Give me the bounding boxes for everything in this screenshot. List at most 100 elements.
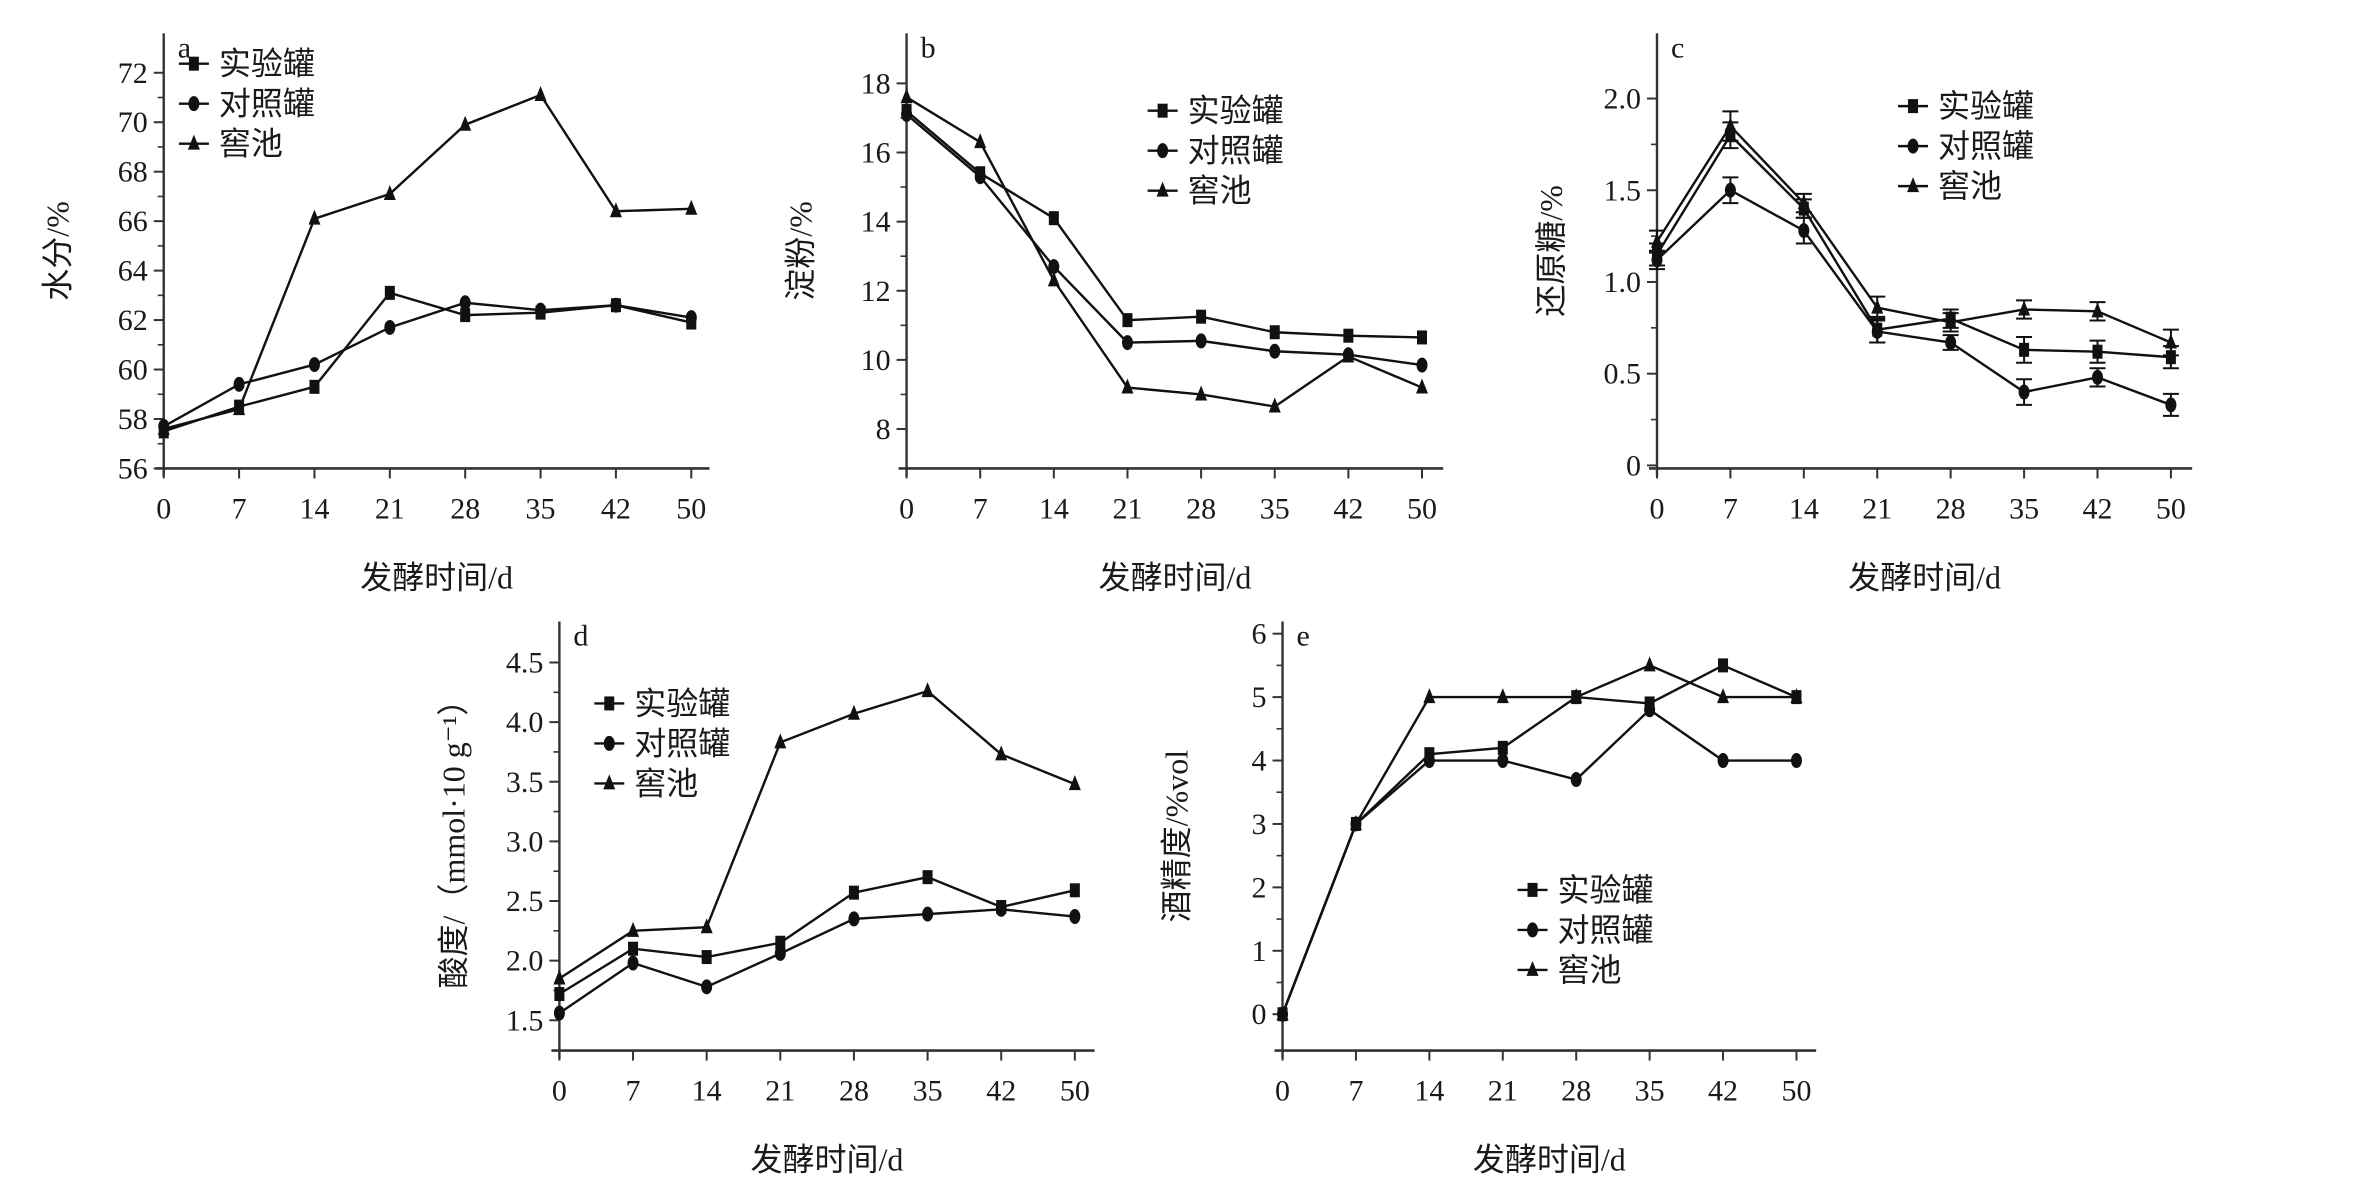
series-2 (1648, 110, 2179, 357)
data-point (1724, 117, 1737, 133)
series-line (163, 301, 692, 428)
data-point (2018, 384, 2030, 400)
data-point (2165, 397, 2177, 413)
data-point (921, 682, 934, 698)
y-tick-label: 62 (118, 304, 148, 337)
data-point (2091, 369, 2103, 385)
y-tick-label: 8 (876, 413, 891, 446)
y-tick-label: 4 (1252, 745, 1267, 778)
series-1 (1277, 702, 1802, 1022)
data-point (701, 950, 712, 965)
y-tick-label: 2.0 (1603, 83, 1641, 116)
x-tick-label: 50 (1781, 1075, 1811, 1108)
legend-label: 窖池 (634, 765, 698, 801)
data-point (1790, 688, 1803, 704)
legend-label: 窖池 (219, 126, 283, 162)
y-axis-title: 水分/% (40, 201, 76, 301)
y-axis-title: 淀粉/% (783, 201, 819, 301)
data-point (1497, 740, 1508, 755)
data-point (901, 106, 913, 122)
x-tick-label: 35 (2009, 492, 2039, 525)
legend-label: 实验罐 (219, 46, 315, 82)
series-line (1655, 124, 2172, 344)
data-point (1570, 688, 1583, 704)
x-tick-label: 50 (2156, 492, 2186, 525)
x-tick-label: 14 (1414, 1075, 1444, 1108)
data-point (460, 308, 471, 323)
legend-marker (1908, 99, 1919, 114)
panel-label: c (1671, 31, 1684, 64)
data-point (627, 921, 640, 937)
x-tick-label: 35 (1260, 492, 1290, 525)
y-tick-label: 3.0 (506, 825, 544, 858)
y-tick-label: 0.5 (1603, 358, 1641, 391)
data-point (847, 704, 860, 720)
data-point (1651, 252, 1663, 268)
data-point (848, 885, 859, 900)
series-1 (553, 901, 1081, 1021)
x-axis-title: 发酵时间/d (1848, 559, 2001, 595)
data-point (1269, 343, 1281, 359)
data-point (922, 906, 934, 922)
legend-marker (1156, 181, 1169, 197)
data-point (1349, 814, 1362, 830)
panel-label: b (921, 31, 936, 64)
data-point (1047, 271, 1060, 287)
x-tick-label: 42 (601, 492, 631, 525)
x-tick-label: 7 (1348, 1075, 1363, 1108)
data-point (848, 911, 860, 927)
y-tick-label: 60 (118, 354, 148, 387)
data-point (1496, 688, 1509, 704)
data-point (609, 202, 622, 218)
x-tick-label: 35 (913, 1075, 943, 1108)
x-tick-label: 0 (899, 492, 914, 525)
legend-marker (1907, 138, 1919, 154)
legend-label: 对照罐 (1188, 133, 1284, 169)
data-point (1069, 909, 1081, 925)
chart-panel-e: 0 7 14 21 28 35 42 50 0 1 2 3 4 5 6 e 发酵时间/d 酒精度/%vol 实验罐对… (1159, 618, 1817, 1178)
y-tick-label: 10 (861, 344, 891, 377)
y-tick-label: 1.0 (1603, 266, 1641, 299)
legend-marker (188, 56, 199, 71)
data-point (1717, 688, 1730, 704)
data-point (1196, 309, 1207, 324)
panel-label: d (573, 620, 588, 653)
series-0 (1277, 658, 1802, 1022)
series-1 (1648, 176, 2179, 417)
x-tick-label: 42 (1333, 492, 1363, 525)
data-point (384, 319, 396, 335)
x-tick-label: 14 (1039, 492, 1069, 525)
x-tick-label: 28 (1561, 1075, 1591, 1108)
y-tick-label: 1 (1252, 935, 1267, 968)
data-point (157, 419, 170, 435)
series-2 (1276, 656, 1803, 1021)
legend-marker (604, 696, 615, 711)
series-line (1655, 133, 2172, 359)
y-tick-label: 58 (118, 403, 148, 436)
legend-marker (1526, 960, 1539, 976)
legend-marker (1527, 922, 1539, 938)
legend-marker (188, 96, 200, 112)
data-point (1945, 335, 1957, 351)
data-point (627, 955, 639, 971)
data-point (1497, 753, 1509, 769)
legend-label: 对照罐 (219, 86, 315, 122)
data-point (1268, 397, 1281, 413)
data-point (774, 945, 786, 961)
data-point (1871, 298, 1884, 314)
x-tick-label: 7 (626, 1075, 641, 1108)
series-0 (1648, 121, 2179, 370)
legend-label: 实验罐 (1188, 93, 1284, 129)
data-point (1048, 211, 1059, 226)
series-line (905, 110, 1423, 339)
y-tick-label: 72 (118, 57, 148, 90)
x-axis-title: 发酵时间/d (1098, 559, 1251, 595)
x-tick-label: 7 (232, 492, 247, 525)
data-point (383, 184, 396, 200)
chart-panel-a: 0 7 14 21 28 35 42 50 56 58 60 62 64 66 68 70 72 a 发酵时间/d 水… (40, 31, 710, 595)
data-point (535, 302, 547, 318)
data-point (1122, 313, 1133, 328)
